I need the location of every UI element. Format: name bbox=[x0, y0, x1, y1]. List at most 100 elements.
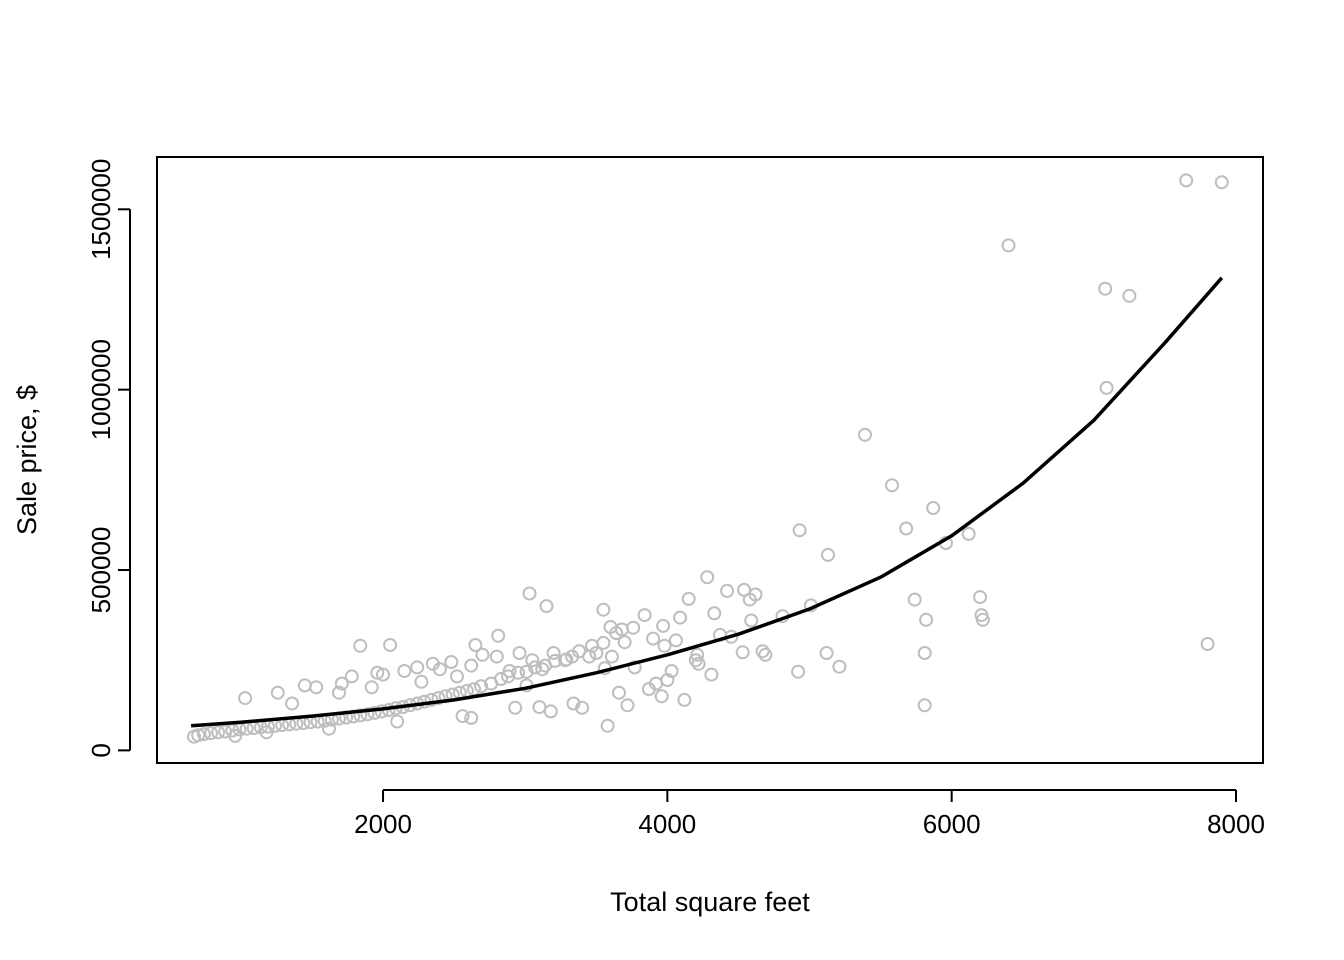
data-point bbox=[1001, 238, 1016, 253]
data-point bbox=[410, 660, 425, 675]
data-point bbox=[700, 570, 715, 585]
data-point bbox=[376, 667, 390, 682]
data-point bbox=[353, 638, 368, 653]
x-tick-label: 6000 bbox=[923, 809, 981, 839]
x-tick-label: 2000 bbox=[354, 809, 412, 839]
data-point bbox=[538, 658, 553, 673]
data-point bbox=[508, 700, 523, 715]
data-point bbox=[656, 618, 671, 633]
data-point bbox=[455, 709, 470, 724]
data-point bbox=[646, 631, 661, 646]
data-point bbox=[383, 638, 398, 652]
y-tick-label: 1000000 bbox=[86, 339, 116, 440]
data-point bbox=[535, 662, 550, 677]
data-point bbox=[885, 478, 899, 493]
x-axis-title: Total square feet bbox=[610, 887, 810, 917]
data-point bbox=[491, 628, 506, 643]
data-point bbox=[660, 673, 675, 687]
data-point bbox=[677, 692, 692, 707]
data-point bbox=[907, 592, 922, 607]
data-point bbox=[297, 678, 312, 693]
data-point bbox=[926, 501, 941, 515]
data-point bbox=[370, 665, 385, 680]
data-point bbox=[390, 714, 405, 729]
data-point bbox=[589, 646, 604, 660]
data-point bbox=[502, 664, 517, 678]
data-point bbox=[228, 728, 243, 743]
data-point bbox=[704, 667, 719, 682]
fit-line bbox=[190, 276, 1224, 728]
data-point bbox=[919, 612, 934, 627]
data-point bbox=[566, 696, 581, 711]
data-point bbox=[821, 547, 835, 562]
data-point bbox=[691, 656, 706, 671]
data-point bbox=[755, 644, 770, 659]
data-point bbox=[1214, 175, 1229, 190]
data-point bbox=[748, 587, 763, 602]
data-point bbox=[397, 664, 412, 678]
data-point bbox=[322, 721, 336, 736]
data-point bbox=[819, 646, 834, 660]
data-point bbox=[1098, 281, 1113, 296]
data-point bbox=[464, 658, 479, 673]
data-point bbox=[657, 638, 672, 653]
data-point bbox=[367, 705, 382, 720]
data-point bbox=[792, 523, 807, 538]
y-tick-label: 0 bbox=[86, 743, 116, 757]
data-point bbox=[565, 649, 580, 664]
data-point bbox=[353, 708, 368, 723]
data-point bbox=[468, 638, 483, 652]
data-point bbox=[1179, 173, 1194, 188]
data-point bbox=[431, 691, 446, 706]
data-point bbox=[259, 725, 274, 740]
data-point bbox=[501, 669, 516, 684]
data-point bbox=[604, 649, 619, 664]
data-point bbox=[617, 635, 632, 650]
data-point bbox=[475, 647, 490, 662]
data-point bbox=[525, 653, 540, 668]
data-point bbox=[735, 645, 750, 660]
data-point bbox=[688, 653, 703, 668]
data-point bbox=[519, 664, 534, 679]
data-point bbox=[917, 698, 932, 713]
data-point bbox=[344, 669, 359, 684]
data-point bbox=[600, 718, 615, 733]
data-point bbox=[270, 685, 285, 700]
data-point bbox=[791, 664, 806, 679]
y-axis-title: Sale price, $ bbox=[12, 385, 42, 535]
data-point bbox=[620, 698, 635, 713]
data-point bbox=[414, 674, 429, 689]
data-point bbox=[975, 612, 990, 627]
data-point bbox=[187, 729, 201, 744]
data-point bbox=[464, 710, 479, 725]
data-point bbox=[690, 647, 705, 662]
data-point bbox=[668, 633, 683, 648]
data-point bbox=[444, 655, 459, 669]
data-point bbox=[474, 679, 489, 694]
data-point bbox=[539, 599, 554, 614]
data-point bbox=[546, 646, 561, 660]
x-tick-label: 4000 bbox=[638, 809, 696, 839]
data-point bbox=[858, 427, 872, 442]
data-point bbox=[489, 649, 504, 664]
data-point bbox=[673, 610, 688, 625]
data-point bbox=[681, 591, 696, 606]
data-point bbox=[450, 669, 464, 684]
data-point bbox=[204, 726, 218, 741]
fit-line-layer bbox=[190, 276, 1224, 728]
data-point bbox=[334, 676, 349, 691]
data-point bbox=[603, 620, 618, 634]
y-axis: 0 500000 1000000 1500000 bbox=[86, 159, 131, 758]
data-point bbox=[432, 662, 447, 677]
data-point bbox=[522, 586, 537, 601]
data-point bbox=[196, 727, 211, 742]
data-point bbox=[364, 680, 379, 695]
data-point bbox=[528, 660, 543, 675]
data-point bbox=[285, 696, 300, 711]
data-point bbox=[596, 602, 611, 617]
data-point bbox=[612, 685, 626, 700]
data-point bbox=[360, 707, 375, 722]
data-point bbox=[558, 653, 572, 668]
